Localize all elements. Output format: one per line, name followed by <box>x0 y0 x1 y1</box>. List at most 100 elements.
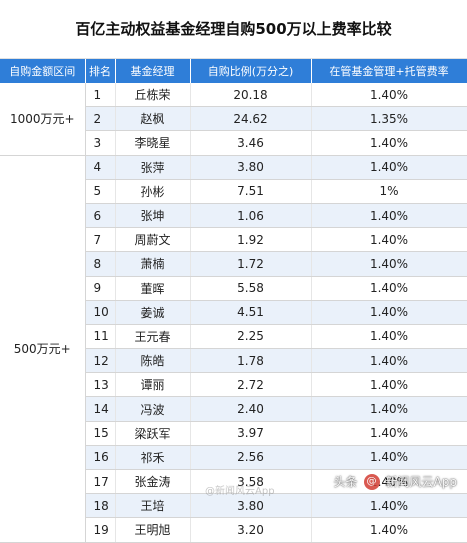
table-row: 16 祁禾 2.56 1.40% <box>0 445 467 471</box>
table-row: 10 姜诚 4.51 1.40% <box>0 300 467 325</box>
fee-cell: 1.40% <box>311 300 467 325</box>
header-rank: 排名 <box>85 59 116 83</box>
table-row: 9 董晖 5.58 1.40% <box>0 276 467 301</box>
fee-comparison-table: 自购金额区间 排名 基金经理 自购比例(万分之) 在管基金管理+托管费率 100… <box>0 59 467 543</box>
rank-cell: 9 <box>85 276 116 301</box>
rank-cell: 8 <box>85 251 116 277</box>
fee-cell: 1% <box>311 179 467 204</box>
group-label: 500万元+ <box>0 155 86 543</box>
center-watermark: @新闻风云App <box>205 486 275 497</box>
table-row: 1000万元+ 1 丘栋荣 20.18 1.40% <box>0 83 467 156</box>
manager-cell: 谭丽 <box>115 372 191 398</box>
rank-cell: 19 <box>85 517 116 543</box>
manager-cell: 张金涛 <box>115 469 191 495</box>
manager-cell: 祁禾 <box>115 445 191 471</box>
table-row: 3 李晓星 3.46 1.40% <box>0 130 467 156</box>
rank-cell: 13 <box>85 372 116 398</box>
fee-cell: 1.40% <box>311 276 467 301</box>
table-row: 500万元+ 4 张萍 3.80 1.40% <box>0 155 467 543</box>
table-title: 百亿主动权益基金经理自购500万以上费率比较 <box>0 0 467 59</box>
fee-cell: 1.35% <box>311 106 467 132</box>
fee-cell: 1.40% <box>311 83 467 108</box>
ratio-cell: 7.51 <box>190 179 312 204</box>
watermark-account: 新闻风云App <box>385 475 457 489</box>
table-row: 15 梁跃军 3.97 1.40% <box>0 421 467 446</box>
table-row: 8 萧楠 1.72 1.40% <box>0 251 467 277</box>
fee-cell: 1.40% <box>311 227 467 253</box>
header-ratio: 自购比例(万分之) <box>190 59 312 83</box>
manager-cell: 丘栋荣 <box>115 83 191 108</box>
fee-cell: 1.40% <box>311 203 467 229</box>
manager-cell: 周蔚文 <box>115 227 191 253</box>
ratio-cell: 3.20 <box>190 517 312 543</box>
rank-cell: 1 <box>85 83 116 108</box>
rank-cell: 4 <box>85 155 116 180</box>
fee-cell: 1.40% <box>311 348 467 374</box>
table-body: 1000万元+ 1 丘栋荣 20.18 1.40% 2 赵枫 24.62 1.3… <box>0 83 467 543</box>
table-row: 11 王元春 2.25 1.40% <box>0 324 467 350</box>
manager-cell: 王培 <box>115 493 191 519</box>
header-purchase-range: 自购金额区间 <box>0 59 86 83</box>
fee-cell: 1.40% <box>311 517 467 543</box>
fee-cell: 1.40% <box>311 396 467 422</box>
rank-cell: 16 <box>85 445 116 471</box>
header-manager: 基金经理 <box>115 59 191 83</box>
table-row: 13 谭丽 2.72 1.40% <box>0 372 467 398</box>
manager-cell: 张萍 <box>115 155 191 180</box>
fee-cell: 1.40% <box>311 324 467 350</box>
ratio-cell: 20.18 <box>190 83 312 108</box>
ratio-cell: 2.56 <box>190 445 312 471</box>
ratio-cell: 1.72 <box>190 251 312 277</box>
rank-cell: 6 <box>85 203 116 229</box>
group-label: 1000万元+ <box>0 83 86 156</box>
rank-cell: 15 <box>85 421 116 446</box>
manager-cell: 董晖 <box>115 276 191 301</box>
manager-cell: 梁跃军 <box>115 421 191 446</box>
ratio-cell: 3.80 <box>190 493 312 519</box>
watermark-platform: 头条 <box>333 475 358 489</box>
ratio-cell: 24.62 <box>190 106 312 132</box>
fee-cell: 1.40% <box>311 445 467 471</box>
ratio-cell: 5.58 <box>190 276 312 301</box>
manager-cell: 冯波 <box>115 396 191 422</box>
table-row: 7 周蔚文 1.92 1.40% <box>0 227 467 253</box>
rank-cell: 5 <box>85 179 116 204</box>
ratio-cell: 3.97 <box>190 421 312 446</box>
ratio-cell: 2.25 <box>190 324 312 350</box>
manager-cell: 赵枫 <box>115 106 191 132</box>
rank-cell: 17 <box>85 469 116 495</box>
fee-cell: 1.40% <box>311 251 467 277</box>
ratio-cell: 1.78 <box>190 348 312 374</box>
rank-cell: 12 <box>85 348 116 374</box>
header-fee: 在管基金管理+托管费率 <box>311 59 467 83</box>
table-row: 6 张坤 1.06 1.40% <box>0 203 467 229</box>
manager-cell: 王明旭 <box>115 517 191 543</box>
ratio-cell: 1.06 <box>190 203 312 229</box>
source-watermark: 头条 @ 新闻风云App <box>334 473 457 490</box>
ratio-cell: 4.51 <box>190 300 312 325</box>
ratio-cell: 3.46 <box>190 130 312 156</box>
manager-cell: 张坤 <box>115 203 191 229</box>
manager-cell: 萧楠 <box>115 251 191 277</box>
manager-cell: 李晓星 <box>115 130 191 156</box>
table-row: 17 张金涛 3.58 1.40% <box>0 469 467 495</box>
rank-cell: 11 <box>85 324 116 350</box>
rank-cell: 2 <box>85 106 116 132</box>
table-row: 14 冯波 2.40 1.40% <box>0 396 467 422</box>
table-row: 2 赵枫 24.62 1.35% <box>0 106 467 132</box>
ratio-cell: 3.80 <box>190 155 312 180</box>
fee-cell: 1.40% <box>311 469 467 495</box>
table-row: 12 陈皓 1.78 1.40% <box>0 348 467 374</box>
manager-cell: 姜诚 <box>115 300 191 325</box>
ratio-cell: 3.58 <box>190 469 312 495</box>
ratio-cell: 2.40 <box>190 396 312 422</box>
fee-cell: 1.40% <box>311 421 467 446</box>
headline-logo-icon: @ <box>363 473 380 490</box>
manager-cell: 王元春 <box>115 324 191 350</box>
fee-cell: 1.40% <box>311 155 467 180</box>
manager-cell: 陈皓 <box>115 348 191 374</box>
ratio-cell: 2.72 <box>190 372 312 398</box>
rank-cell: 3 <box>85 130 116 156</box>
table-row: 5 孙彬 7.51 1% <box>0 179 467 204</box>
rank-cell: 18 <box>85 493 116 519</box>
